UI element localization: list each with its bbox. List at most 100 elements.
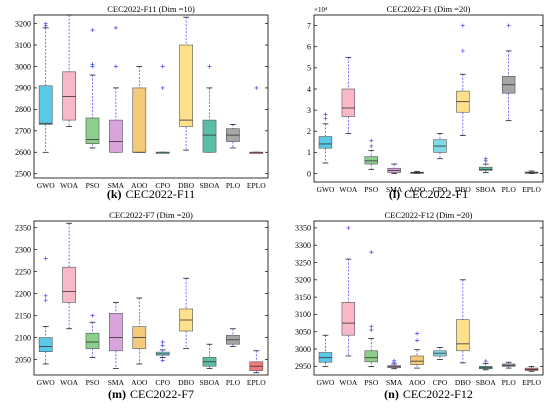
outlier-point — [90, 62, 95, 67]
y-tick-label: 7 — [307, 21, 311, 30]
outlier-point — [113, 25, 118, 30]
box-gwo — [318, 112, 333, 164]
y-tick-label: 2300 — [15, 245, 31, 254]
chart-title: CEC2022-F11 (Dim =10) — [107, 4, 195, 14]
panel-caption: (m) CEC2022-F7 — [108, 387, 194, 401]
chart-title: CEC2022-F12 (Dim =20) — [385, 210, 473, 220]
outlier-point — [415, 338, 420, 343]
x-tick-label: SBOA — [476, 185, 497, 194]
box-body — [456, 319, 470, 352]
x-tick-label: SMA — [108, 181, 125, 190]
x-tick-label: EPLO — [522, 185, 541, 194]
x-tick-label: AOO — [409, 185, 426, 194]
box-body — [341, 302, 356, 336]
y-tick-label: 3200 — [15, 19, 31, 28]
x-tick-label: GWO — [316, 185, 334, 194]
y-tick-label: 6 — [307, 43, 311, 52]
box-eplo — [249, 85, 264, 154]
box-aoo — [132, 66, 147, 153]
x-tick-label: SMA — [386, 378, 403, 387]
box-body — [109, 119, 123, 153]
box-gwo — [38, 21, 53, 153]
x-tick-label: SBOA — [199, 378, 220, 387]
box-gwo — [38, 256, 53, 365]
y-tick-label: 2250 — [15, 267, 31, 276]
outlier-point — [43, 256, 48, 261]
box-body — [85, 332, 100, 349]
chart-title: CEC2022-F7 (Dim =20) — [109, 210, 193, 220]
x-tick-label: GWO — [37, 378, 55, 387]
panel-caption: (l) CEC2022-F1 — [389, 187, 468, 201]
x-tick-label: EPLO — [522, 378, 541, 387]
box-plo — [501, 361, 516, 369]
box-eplo — [524, 365, 539, 372]
x-tick-label: PLO — [502, 185, 517, 194]
y-tick-label: 3000 — [15, 62, 31, 71]
outlier-point — [369, 324, 374, 329]
y-tick-label: 3250 — [295, 258, 311, 267]
x-tick-label: DBO — [455, 185, 471, 194]
y-tick-label: 2200 — [15, 289, 31, 298]
outlier-point — [90, 313, 95, 318]
box-dbo — [179, 277, 193, 349]
x-tick-label: AOO — [131, 181, 148, 190]
outlier-point — [43, 293, 48, 298]
box-cpo — [433, 133, 447, 160]
caption-label: (l) — [389, 187, 400, 201]
x-tick-label: PLO — [502, 378, 517, 387]
box-pso — [364, 138, 378, 170]
box-body — [410, 355, 424, 365]
box-sboa — [202, 343, 217, 369]
box-body — [479, 166, 493, 171]
x-tick-label: WOA — [339, 378, 357, 387]
x-tick-label: SMA — [108, 378, 125, 387]
chart-panel-4: CEC2022-F12 (Dim =20) 2950 3000 3050 3100 315… — [295, 210, 544, 401]
y-tick-label: 2900 — [15, 84, 31, 93]
x-tick-label: DBO — [178, 181, 194, 190]
outlier-point — [392, 358, 397, 363]
box-body — [85, 117, 100, 144]
x-tick-label: EPLO — [247, 378, 266, 387]
x-tick-label: DBO — [178, 378, 194, 387]
plot-frame — [313, 220, 544, 376]
x-tick-label: EPLO — [247, 181, 266, 190]
box-body — [364, 156, 378, 165]
box-aoo — [410, 331, 424, 369]
box-woa — [341, 225, 356, 357]
box-body — [62, 71, 76, 121]
box-woa — [341, 56, 356, 134]
x-tick-label: CPO — [433, 378, 448, 387]
x-tick-label: PSO — [86, 181, 100, 190]
box-body — [318, 136, 333, 149]
x-tick-label: SMA — [386, 185, 403, 194]
y-tick-label: 3300 — [295, 241, 311, 250]
box-aoo — [132, 297, 147, 365]
caption-label: (k) — [107, 187, 122, 201]
y-tick-label: 3150 — [295, 293, 311, 302]
y-tick-label: 2700 — [15, 127, 31, 136]
x-tick-label: WOA — [60, 181, 78, 190]
box-cpo — [155, 64, 170, 154]
outlier-point — [254, 85, 259, 90]
box-body — [202, 119, 217, 153]
box-pso — [85, 313, 100, 358]
outlier-point — [483, 156, 488, 161]
outlier-point — [460, 48, 465, 53]
caption-label: (n) — [384, 387, 399, 401]
x-tick-label: SBOA — [476, 378, 497, 387]
y-tick-label: 4 — [307, 85, 311, 94]
chart-panel-2: CEC2022-F1 (Dim =20) ×10⁴ 0 1 2 3 4 5 6 7 GWO WOA PS… — [307, 4, 544, 201]
x-tick-label: AOO — [409, 378, 426, 387]
y-tick-label: 3350 — [295, 224, 311, 233]
y-tick-label: 2500 — [15, 170, 31, 179]
box-plo — [501, 23, 516, 122]
box-sboa — [479, 156, 493, 173]
y-tick-label: 2950 — [295, 362, 311, 371]
x-tick-label: CPO — [155, 378, 170, 387]
y-tick-label: 3050 — [295, 328, 311, 337]
outlier-point — [460, 23, 465, 28]
box-dbo — [456, 23, 470, 136]
outlier-point — [160, 64, 165, 69]
box-body — [341, 88, 356, 117]
